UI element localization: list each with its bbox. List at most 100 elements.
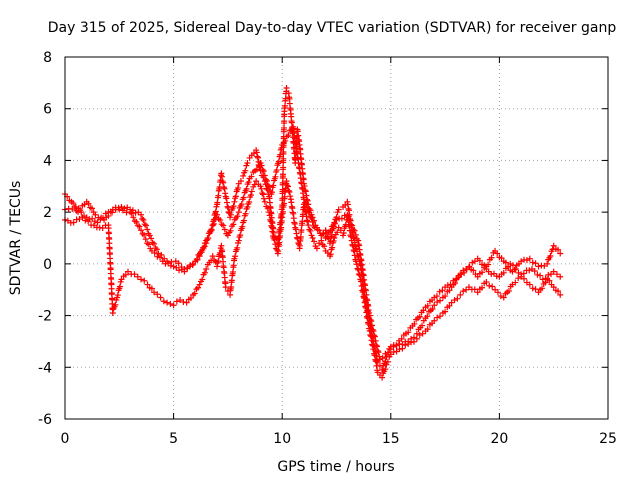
data-point (493, 273, 500, 280)
data-point (303, 213, 310, 220)
data-point (331, 220, 338, 227)
data-point (234, 244, 241, 251)
data-point (205, 235, 212, 242)
data-point (173, 298, 180, 305)
data-point (154, 253, 161, 260)
data-point (201, 243, 208, 250)
data-point (78, 209, 85, 216)
data-point (442, 293, 449, 300)
x-tick-label: 20 (490, 431, 508, 447)
data-point (203, 240, 210, 247)
data-point (235, 184, 242, 191)
data-point (390, 343, 397, 350)
data-point (260, 168, 267, 175)
data-point (273, 246, 280, 253)
data-point (349, 242, 356, 249)
data-point (542, 275, 549, 282)
data-point (281, 102, 288, 109)
data-point (128, 210, 135, 217)
data-point (553, 271, 560, 278)
data-point (265, 182, 272, 189)
data-point (444, 282, 451, 289)
data-point (349, 241, 356, 248)
data-point (498, 255, 505, 262)
y-tick-label: 2 (43, 205, 52, 221)
data-point (239, 223, 246, 230)
data-point (242, 210, 249, 217)
data-point (250, 150, 257, 157)
data-point (458, 271, 465, 278)
data-point (92, 211, 99, 218)
data-point (264, 205, 271, 212)
data-point (349, 222, 356, 229)
data-point (304, 217, 311, 224)
data-point (374, 343, 381, 350)
x-axis-label: GPS time / hours (277, 459, 394, 475)
data-point (199, 276, 206, 283)
y-tick-label: 4 (43, 153, 52, 169)
data-point (275, 158, 282, 165)
data-point (331, 235, 338, 241)
data-point (411, 320, 418, 327)
data-point (214, 211, 221, 218)
data-point (141, 277, 148, 284)
data-point (436, 288, 443, 295)
data-point (398, 335, 405, 342)
data-point (437, 297, 444, 304)
data-point (253, 149, 260, 156)
data-point (70, 200, 77, 207)
data-point (319, 231, 326, 238)
data-point (420, 307, 427, 314)
x-tick-label: 15 (382, 431, 400, 447)
data-point (500, 294, 507, 301)
data-point (350, 247, 357, 254)
data-point (534, 271, 541, 278)
data-point (230, 221, 237, 228)
data-point (505, 264, 512, 271)
data-point (237, 232, 244, 239)
data-point (82, 217, 89, 224)
data-point (220, 179, 227, 186)
data-point (261, 172, 268, 179)
data-point (234, 213, 241, 220)
data-point (235, 209, 242, 216)
data-point (133, 218, 140, 225)
data-point (353, 261, 360, 268)
data-point (555, 288, 562, 295)
data-point (272, 173, 279, 180)
data-point (198, 249, 205, 256)
data-point (247, 192, 254, 199)
data-point (557, 250, 564, 257)
data-point (235, 237, 242, 244)
data-point (307, 213, 314, 220)
data-point (294, 234, 301, 241)
data-point (131, 271, 138, 278)
data-point (285, 132, 292, 139)
data-point (99, 224, 106, 231)
data-point (222, 190, 229, 197)
data-point (157, 254, 164, 261)
data-point (180, 298, 187, 305)
data-point (253, 166, 260, 173)
data-point (330, 238, 337, 245)
data-point (399, 345, 406, 352)
data-point (507, 260, 514, 267)
data-point (350, 226, 357, 233)
data-point (384, 358, 391, 365)
data-point (370, 346, 377, 353)
data-point (273, 167, 280, 174)
data-point (486, 282, 493, 289)
data-point (244, 160, 251, 167)
data-point (431, 302, 438, 309)
data-point (284, 183, 291, 190)
data-point (243, 185, 250, 192)
data-point (352, 231, 359, 238)
data-point (314, 226, 321, 233)
data-point (308, 214, 315, 221)
data-point (261, 198, 268, 205)
data-point (170, 302, 177, 309)
data-point (555, 246, 562, 253)
data-point (535, 263, 542, 270)
data-point (300, 196, 307, 203)
